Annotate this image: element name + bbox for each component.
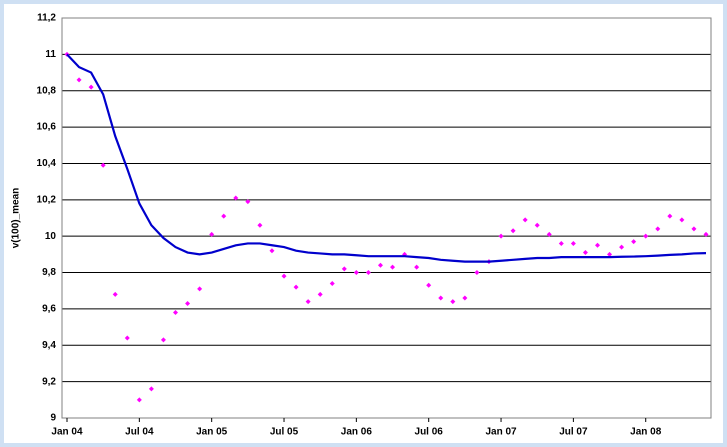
data-point xyxy=(643,233,649,239)
data-point xyxy=(450,299,456,305)
data-point xyxy=(233,195,239,201)
data-point xyxy=(414,264,420,270)
x-tick-label: Jul 04 xyxy=(125,427,154,438)
data-point xyxy=(607,251,613,257)
data-point xyxy=(353,270,359,276)
data-point xyxy=(667,213,673,219)
data-point xyxy=(438,295,444,301)
data-point xyxy=(209,231,215,237)
data-point xyxy=(317,291,323,297)
x-tick-label: Jan 06 xyxy=(341,427,373,438)
data-point xyxy=(305,299,311,305)
data-point xyxy=(100,162,106,168)
y-tick-label: 10,2 xyxy=(37,194,57,205)
data-point xyxy=(185,300,191,306)
y-tick-label: 11,2 xyxy=(37,13,56,24)
data-point xyxy=(293,284,299,290)
x-tick-label: Jul 06 xyxy=(415,427,444,438)
data-point xyxy=(522,217,528,223)
line xyxy=(66,53,707,263)
data-point xyxy=(582,250,588,256)
x-tick-label: Jan 07 xyxy=(485,427,517,438)
y-tick-label: 9,4 xyxy=(42,340,56,351)
data-point xyxy=(558,240,564,246)
x-tick-label: Jan 04 xyxy=(51,427,83,438)
data-point xyxy=(655,226,661,232)
data-point xyxy=(124,335,130,341)
data-point xyxy=(462,295,468,301)
y-tick-label: 9,2 xyxy=(42,376,56,387)
y-tick-label: 10,8 xyxy=(37,85,57,96)
y-axis-label: v(100)_mean xyxy=(11,188,22,249)
data-point xyxy=(341,266,347,272)
data-point xyxy=(365,270,371,276)
x-tick-label: Jul 07 xyxy=(559,427,588,438)
y-tick-label: 9,8 xyxy=(42,267,56,278)
data-point xyxy=(221,213,227,219)
y-tick-label: 10,6 xyxy=(37,122,57,133)
data-point xyxy=(534,222,540,228)
data-point xyxy=(88,84,94,90)
y-tick-label: 11 xyxy=(45,49,56,60)
data-point xyxy=(377,262,383,268)
data-point xyxy=(390,264,396,270)
data-point xyxy=(160,337,166,343)
data-point xyxy=(173,310,179,316)
data-point xyxy=(510,228,516,234)
data-point xyxy=(257,222,263,228)
data-point xyxy=(76,77,82,83)
data-point xyxy=(197,286,203,292)
x-tick-label: Jan 08 xyxy=(630,427,662,438)
data-point xyxy=(631,239,637,245)
data-point xyxy=(619,244,625,250)
y-tick-label: 9 xyxy=(50,413,56,424)
plot-border xyxy=(61,17,712,419)
y-tick-label: 10,4 xyxy=(37,158,57,169)
data-point xyxy=(245,199,251,205)
y-tick-label: 10 xyxy=(45,231,57,242)
data-point xyxy=(546,231,552,237)
data-point xyxy=(269,248,275,254)
data-point xyxy=(498,233,504,239)
data-point xyxy=(570,240,576,246)
data-point xyxy=(679,217,685,223)
data-point xyxy=(426,282,432,288)
data-point xyxy=(329,280,335,286)
data-point xyxy=(594,242,600,248)
x-tick-label: Jul 05 xyxy=(270,427,299,438)
data-point xyxy=(474,270,480,276)
data-point xyxy=(136,397,142,403)
data-point xyxy=(703,231,709,237)
chart-area xyxy=(4,4,723,443)
data-point xyxy=(112,291,118,297)
x-tick-label: Jan 05 xyxy=(196,427,228,438)
data-point xyxy=(281,273,287,279)
data-point xyxy=(402,251,408,257)
data-point xyxy=(148,386,154,392)
data-point xyxy=(691,226,697,232)
y-tick-label: 9,6 xyxy=(42,304,56,315)
